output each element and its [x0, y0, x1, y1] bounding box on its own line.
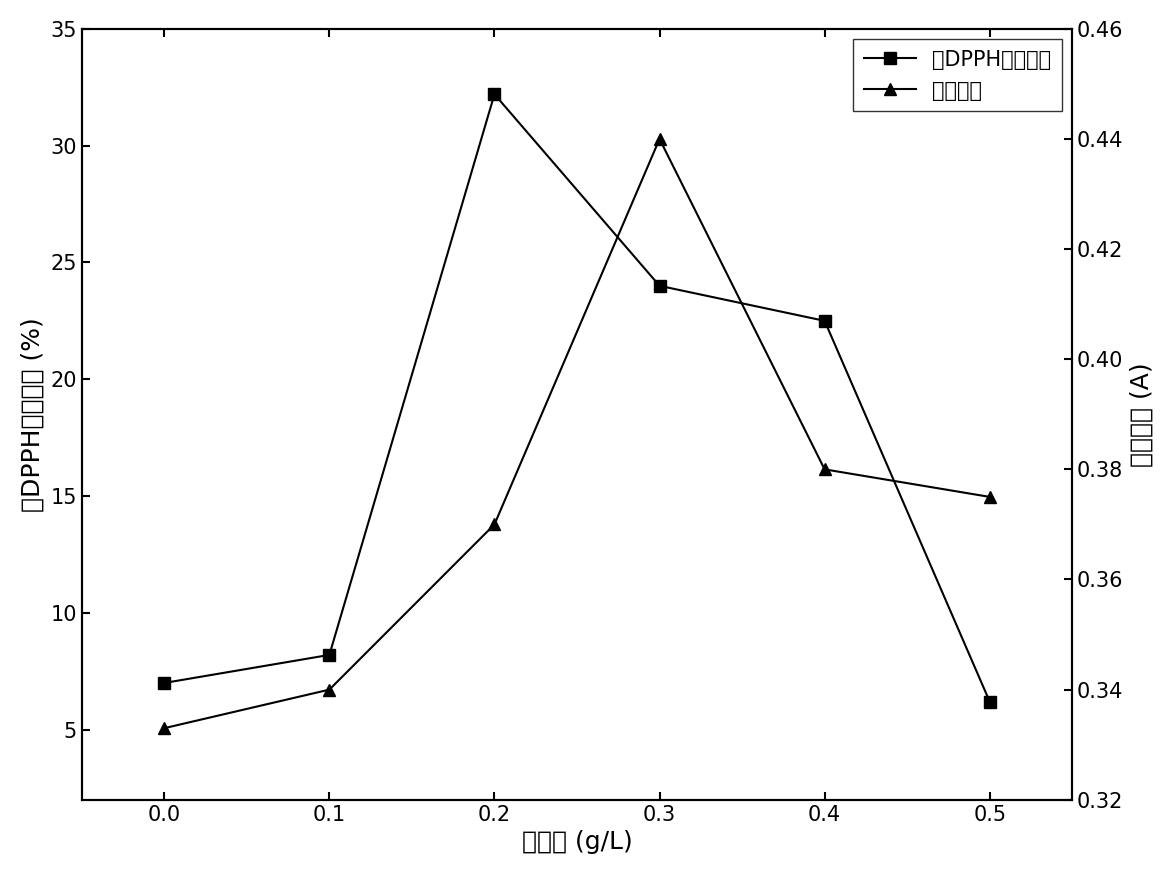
黄酮浓度 [817, 464, 831, 474]
对DPPH的清除率 [983, 696, 997, 707]
X-axis label: 加酶量 (g/L): 加酶量 (g/L) [521, 830, 633, 854]
对DPPH的清除率 [487, 89, 501, 100]
Y-axis label: 黄酮浓度 (A): 黄酮浓度 (A) [1129, 362, 1153, 466]
黄酮浓度 [983, 492, 997, 502]
黄酮浓度 [653, 134, 667, 144]
黄酮浓度 [157, 723, 171, 733]
Line: 黄酮浓度: 黄酮浓度 [158, 133, 996, 734]
对DPPH的清除率 [653, 281, 667, 291]
黄酮浓度 [323, 684, 337, 695]
黄酮浓度 [487, 519, 501, 529]
Legend: 对DPPH的清除率, 黄酮浓度: 对DPPH的清除率, 黄酮浓度 [853, 39, 1061, 111]
Line: 对DPPH的清除率: 对DPPH的清除率 [158, 88, 996, 708]
对DPPH的清除率 [323, 649, 337, 660]
Y-axis label: 对DPPH的清除率 (%): 对DPPH的清除率 (%) [21, 317, 45, 512]
对DPPH的清除率 [157, 678, 171, 689]
对DPPH的清除率 [817, 316, 831, 326]
